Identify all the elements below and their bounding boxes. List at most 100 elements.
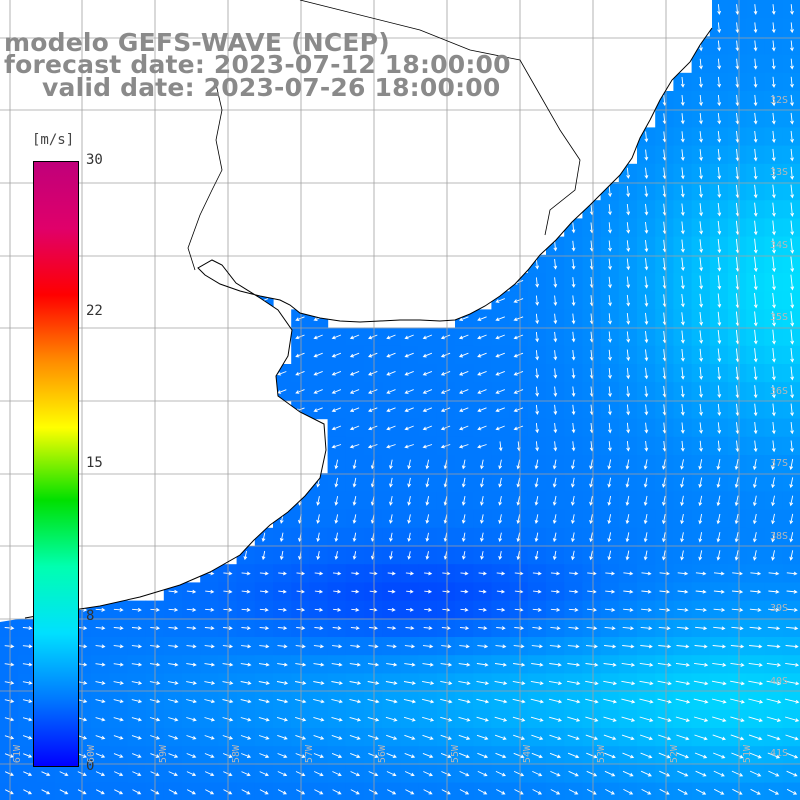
wind-arrow [240,681,252,685]
wind-arrow [404,334,414,340]
wind-arrow [785,752,799,759]
wind-arrow [622,626,635,631]
wind-arrow [640,626,653,631]
wind-arrow [717,202,722,217]
wind-arrow [95,607,106,612]
wind-arrow [658,734,672,741]
wind-arrow [717,440,722,453]
wind-arrow [766,698,782,704]
wind-arrow [496,626,506,631]
speed-cell [109,782,128,800]
wind-arrow [476,662,489,667]
wind-arrow [752,513,757,525]
wind-arrow [440,334,451,340]
wind-arrow [699,58,703,70]
wind-arrow [585,698,599,704]
speed-cell [91,782,110,800]
wind-arrow [711,680,727,686]
speed-cell [655,782,674,800]
wind-arrow [204,735,215,740]
wind-arrow [734,459,739,471]
wind-arrow [644,294,649,307]
wind-arrow [785,644,799,649]
wind-arrow [332,571,342,576]
wind-arrow [717,239,722,254]
wind-arrow [368,370,378,376]
wind-arrow [626,203,631,216]
wind-arrow [731,589,744,594]
wind-arrow [753,130,758,143]
wind-arrow [625,514,630,525]
wind-arrow [699,131,703,143]
wind-arrow [386,334,396,340]
wind-arrow [313,681,325,685]
wind-arrow [621,734,635,741]
wind-arrow [331,752,343,758]
wind-arrow [442,571,451,576]
wind-arrow [768,608,780,612]
wind-arrow [661,477,666,488]
wind-arrow [113,699,124,704]
wind-arrow [443,551,448,560]
wind-arrow [771,94,776,107]
wind-arrow [699,403,703,416]
wind-arrow [623,589,634,594]
wind-arrow [295,352,305,358]
lat-label: 37S [770,458,789,469]
wind-arrow [608,313,612,325]
wind-arrow [259,771,269,777]
wind-arrow [750,788,761,795]
wind-arrow [476,734,489,740]
wind-arrow [784,698,800,704]
wind-arrow [531,734,544,740]
wind-arrow [241,753,252,758]
wind-arrow [608,222,612,234]
wind-arrow [407,514,412,524]
wind-arrow [513,734,526,740]
wind-arrow [459,425,469,431]
wind-arrow [735,148,740,162]
wind-arrow [168,681,179,685]
wind-arrow [404,444,414,449]
wind-arrow [204,681,216,685]
wind-arrow [771,513,775,525]
wind-arrow [680,257,685,272]
wind-arrow [768,589,780,594]
wind-arrow [753,148,758,162]
speed-cell [182,782,201,800]
wind-arrow [512,716,526,722]
wind-arrow [716,495,721,507]
wind-arrow [407,477,412,488]
wind-arrow [699,275,704,290]
wind-arrow [644,167,649,180]
wind-arrow [643,459,648,470]
wind-arrow [734,495,739,507]
wind-arrow [748,662,763,667]
wind-arrow [717,40,722,52]
wind-arrow [713,571,725,576]
wind-arrow [243,550,248,561]
wind-arrow [407,496,412,506]
wind-arrow [772,366,776,381]
wind-arrow [571,313,576,325]
lat-label: 33S [770,167,789,178]
wind-arrow [440,734,452,740]
wind-arrow [422,680,435,685]
wind-arrow [772,348,776,363]
wind-arrow [459,770,470,777]
wind-arrow [480,477,484,488]
wind-arrow [735,403,740,417]
wind-arrow [424,589,433,594]
wind-arrow [461,514,466,524]
wind-arrow [423,771,433,777]
wind-arrow [332,644,343,649]
wind-arrow [567,752,580,759]
wind-arrow [644,203,649,216]
wind-arrow [749,608,762,612]
wind-arrow [513,752,525,759]
wind-arrow [644,440,649,452]
wind-arrow [695,571,707,576]
wind-arrow [680,514,684,525]
wind-arrow [699,94,703,107]
wind-arrow [186,589,197,594]
